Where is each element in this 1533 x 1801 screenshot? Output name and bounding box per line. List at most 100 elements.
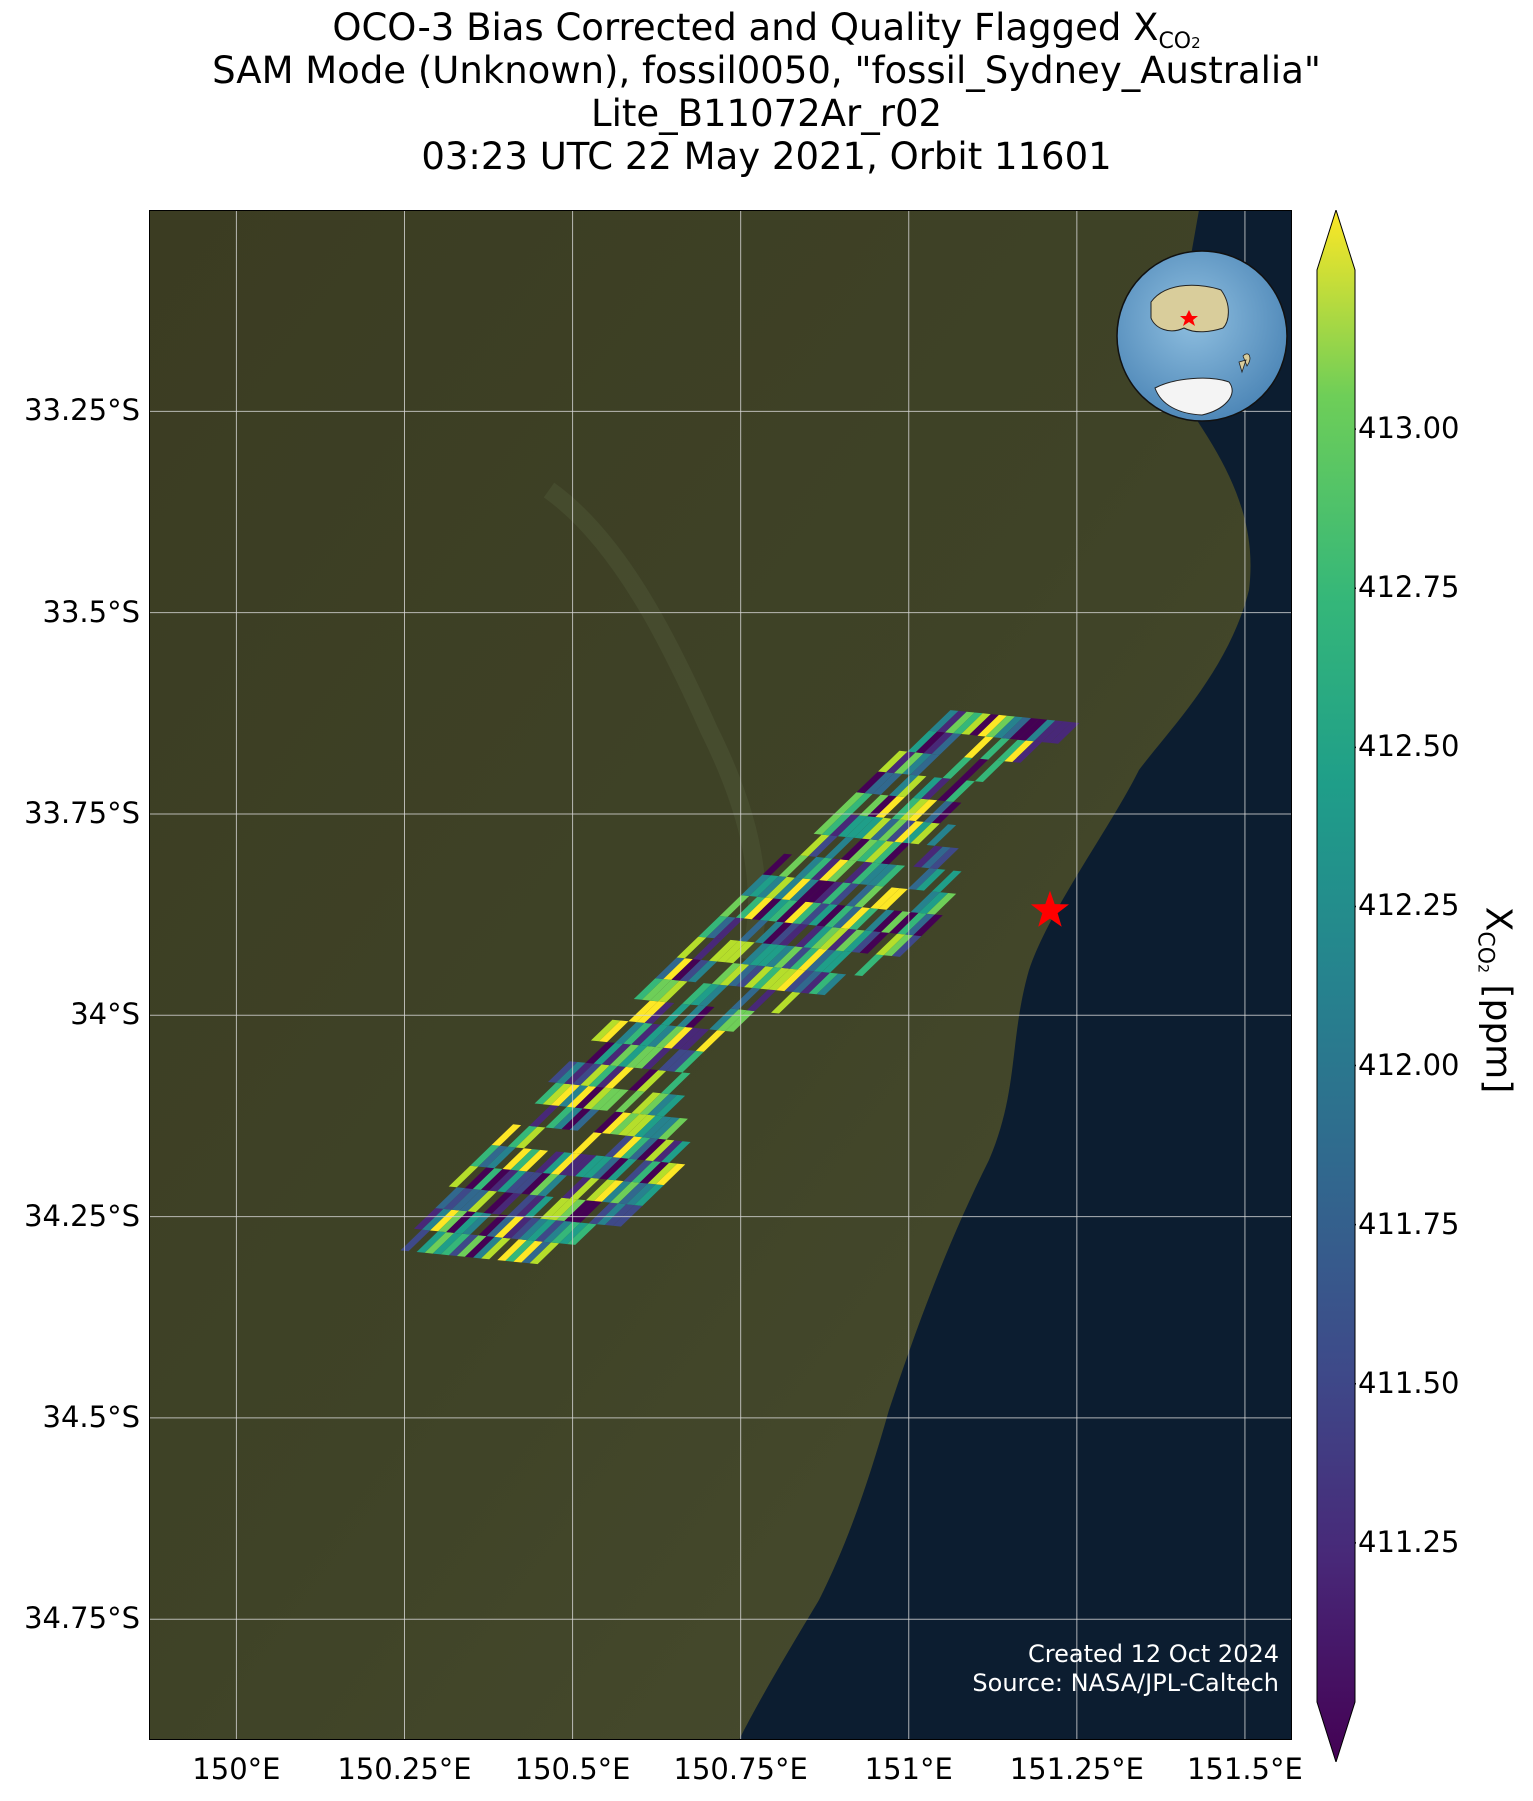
sounding-footprint — [628, 1000, 658, 1023]
sounding-footprint — [1012, 741, 1042, 763]
sounding-footprint — [636, 1138, 667, 1161]
new-zealand-shape — [1238, 353, 1251, 374]
sounding-footprint — [588, 1065, 618, 1087]
sounding-footprint — [821, 882, 852, 905]
sounding-footprint — [633, 978, 664, 1000]
sounding-footprint — [687, 960, 718, 983]
sounding-footprint — [558, 1085, 589, 1107]
sounding-footprint — [609, 1113, 640, 1135]
sounding-footprint — [840, 838, 871, 861]
sounding-footprint — [741, 943, 771, 965]
colorbar-tick-label: 413.00 — [1358, 411, 1460, 446]
sounding-footprint — [800, 972, 830, 994]
sounding-footprint — [424, 1232, 455, 1254]
map-border — [149, 210, 1292, 1740]
sounding-footprint — [564, 1062, 594, 1085]
sounding-footprint — [792, 902, 822, 924]
sounding-footprint — [993, 716, 1024, 739]
sounding-footprint — [784, 970, 814, 992]
sounding-footprint — [650, 979, 680, 1002]
sounding-footprint — [771, 991, 801, 1014]
sounding-footprint — [932, 870, 962, 893]
sounding-footprint — [631, 1092, 661, 1114]
sounding-footprint — [698, 916, 728, 938]
sounding-footprint — [671, 1027, 702, 1050]
sounding-footprint — [465, 1236, 495, 1258]
source-credit: Source: NASA/JPL-Caltech — [972, 1669, 1279, 1697]
sounding-footprint — [969, 714, 999, 736]
sounding-footprint — [655, 957, 685, 979]
sounding-footprint — [848, 908, 879, 930]
sounding-footprint — [913, 845, 943, 868]
sounding-footprint — [843, 861, 873, 884]
sounding-footprint — [1017, 718, 1048, 741]
sounding-footprint — [711, 963, 742, 985]
sounding-footprint — [800, 903, 830, 925]
sounding-footprint — [768, 900, 798, 922]
sounding-footprint — [891, 935, 922, 957]
colorbar-tick-label: 411.25 — [1358, 1524, 1460, 1559]
sounding-footprint — [872, 773, 903, 795]
sounding-footprint — [676, 1005, 707, 1027]
sounding-footprint — [880, 842, 911, 865]
sounding-footprint — [623, 1160, 653, 1182]
sounding-footprint — [416, 1231, 447, 1253]
colorbar-tick-label: 412.75 — [1358, 570, 1460, 605]
sounding-footprint — [859, 794, 889, 817]
sounding-footprint — [910, 754, 940, 776]
lon-tick-label: 150.5°E — [514, 1752, 631, 1786]
sounding-footprint — [518, 1218, 549, 1241]
sounding-footprint — [808, 972, 839, 995]
sounding-footprint — [561, 1108, 591, 1130]
sounding-footprint — [623, 1022, 653, 1045]
map-panel[interactable] — [149, 210, 1292, 1740]
sounding-footprint — [421, 1208, 452, 1231]
sounding-footprint — [883, 934, 914, 956]
sounding-footprint — [945, 711, 975, 734]
sounding-footprint — [821, 813, 852, 836]
sounding-footprint — [864, 841, 895, 863]
sounding-footprint — [451, 1189, 481, 1211]
lon-tick-label: 151.5°E — [1186, 1752, 1303, 1786]
sounding-footprint — [524, 1196, 554, 1218]
sounding-footprint — [781, 947, 812, 969]
sounding-footprint — [692, 938, 723, 960]
sounding-footprint — [915, 731, 946, 754]
australia-shape — [1150, 284, 1229, 333]
sounding-footprint — [521, 1241, 551, 1264]
sounding-footprint — [481, 1237, 511, 1260]
sounding-footprint — [644, 1002, 675, 1024]
sounding-footprint — [835, 929, 865, 952]
sounding-footprint — [454, 1212, 484, 1234]
sounding-footprint — [851, 931, 881, 953]
sounding-footprint — [572, 1132, 602, 1154]
sounding-footprint — [599, 1020, 629, 1043]
sounding-footprint — [945, 780, 975, 802]
sounding-footprint — [698, 984, 728, 1007]
sounding-footprint — [706, 916, 736, 939]
sounding-footprint — [811, 858, 841, 881]
sounding-footprint — [567, 1223, 597, 1245]
sounding-footprint — [773, 946, 804, 968]
sounding-footprint — [819, 928, 849, 950]
sounding-footprint — [569, 1109, 600, 1131]
sounding-footprint — [658, 1118, 688, 1140]
globe-inset — [1116, 250, 1288, 422]
sounding-footprint — [556, 1199, 586, 1221]
sounding-footprint — [604, 1204, 635, 1226]
sounding-footprint — [907, 799, 938, 822]
sounding-footprint — [660, 1003, 691, 1026]
sounding-footprint — [923, 801, 954, 823]
sounding-footprint — [542, 1152, 573, 1174]
sounding-footprint — [583, 1087, 613, 1110]
sounding-footprint — [663, 958, 693, 980]
sounding-footprint — [827, 860, 857, 882]
sounding-footprint — [472, 1168, 503, 1190]
sounding-footprint — [749, 944, 779, 966]
lon-tick-label: 151°E — [864, 1752, 953, 1786]
sounding-footprint — [478, 1145, 508, 1168]
sounding-footprint — [612, 1136, 643, 1158]
sounding-footprint — [808, 835, 838, 857]
sounding-footprint — [709, 1008, 739, 1031]
sounding-footprint — [744, 966, 774, 988]
